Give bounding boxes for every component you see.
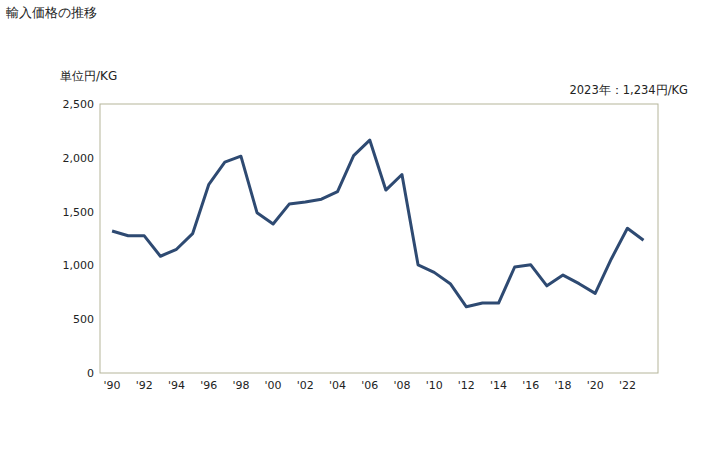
y-tick-label: 500 [73,313,94,326]
annotation: 2023年：1,234円/KG [569,83,688,97]
x-tick-label: '92 [136,379,153,392]
x-tick-label: '18 [554,379,571,392]
x-tick-label: '02 [297,379,314,392]
x-tick-label: '16 [522,379,539,392]
plot-frame [100,104,658,373]
x-tick-label: '20 [587,379,604,392]
x-tick-label: '90 [104,379,121,392]
x-tick-label: '08 [393,379,410,392]
x-tick-label: '04 [329,379,346,392]
x-tick-label: '98 [232,379,249,392]
x-tick-label: '96 [200,379,217,392]
plot-area [112,140,643,307]
y-tick-label: 0 [87,367,94,380]
y-tick-label: 2,000 [63,152,95,165]
x-tick-label: '12 [458,379,475,392]
x-tick-label: '14 [490,379,507,392]
y-axis-label: 単位円/KG [60,69,117,83]
x-tick-label: '00 [265,379,282,392]
chart: 輸入価格の推移単位円/KG 2023年：1,234円/KG 0 500 1,000 1,5… [0,0,728,450]
x-tick-label: '10 [426,379,443,392]
y-tick-label: 1,000 [63,259,95,272]
title: 輸入価格の推移 [6,5,97,20]
x-tick-label: '06 [361,379,378,392]
x-tick-label: '94 [168,379,185,392]
y-tick-label: 1,500 [63,206,95,219]
x-tick-label: '22 [619,379,636,392]
y-tick-label: 2,500 [63,98,95,111]
price-line [112,140,643,307]
